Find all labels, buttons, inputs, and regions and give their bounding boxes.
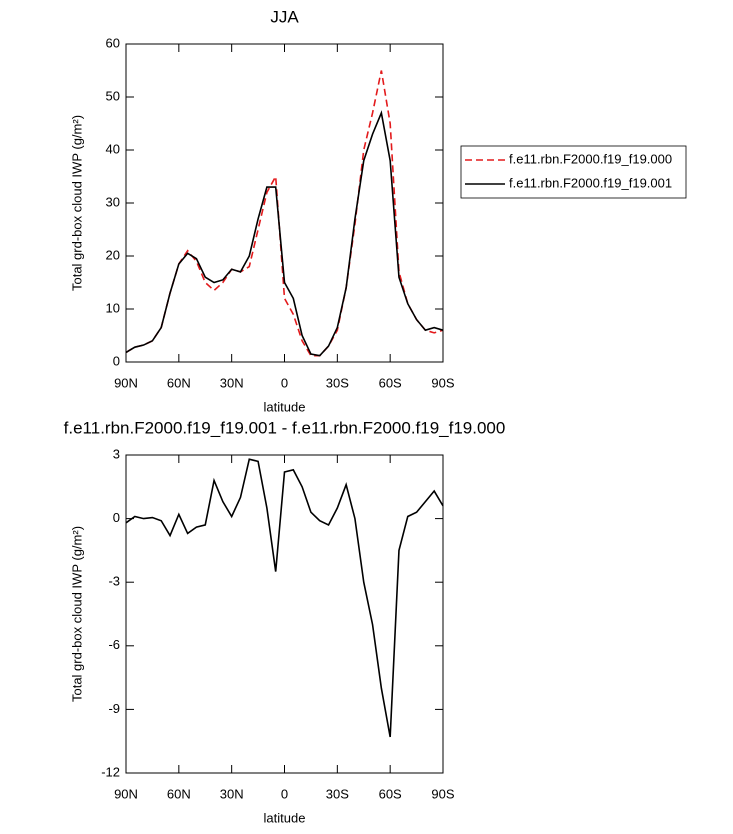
y-tick-label: -12 (101, 764, 120, 779)
x-tick-label: 60N (167, 786, 191, 801)
x-tick-label: 30N (220, 375, 244, 390)
x-tick-label: 90S (431, 375, 454, 390)
data-line (125, 70, 444, 357)
legend-box (460, 145, 687, 199)
y-tick-label: 0 (113, 510, 120, 525)
y-tick-label: 0 (113, 353, 120, 368)
x-axis-label: latitude (264, 810, 306, 825)
y-tick-label: -6 (108, 637, 120, 652)
y-tick-label: 20 (106, 247, 120, 262)
y-tick-label: 60 (106, 35, 120, 50)
y-tick-label: 10 (106, 300, 120, 315)
x-tick-label: 30S (326, 786, 349, 801)
y-tick-label: -9 (108, 701, 120, 716)
x-tick-label: 60N (167, 375, 191, 390)
data-line (125, 458, 444, 738)
plot-frame (125, 454, 444, 774)
legend-label: f.e11.rbn.F2000.f19_f19.000 (509, 151, 672, 166)
y-tick-label: 3 (113, 446, 120, 461)
y-axis-label: Total grd-box cloud IWP (g/m²) (69, 526, 84, 702)
x-axis-label: latitude (264, 399, 306, 414)
x-tick-label: 30N (220, 786, 244, 801)
x-tick-label: 90S (431, 786, 454, 801)
x-tick-label: 0 (281, 375, 288, 390)
y-tick-label: 40 (106, 141, 120, 156)
y-tick-label: -3 (108, 574, 120, 589)
plot-frame (125, 43, 444, 363)
x-tick-label: 60S (379, 375, 402, 390)
legend-label: f.e11.rbn.F2000.f19_f19.001 (509, 175, 672, 190)
data-line (125, 110, 444, 357)
chart-title: f.e11.rbn.F2000.f19_f19.001 - f.e11.rbn.… (64, 418, 506, 437)
y-tick-label: 50 (106, 88, 120, 103)
x-tick-label: 90N (114, 375, 138, 390)
chart-title: JJA (270, 7, 299, 26)
x-tick-label: 0 (281, 786, 288, 801)
y-axis-label: Total grd-box cloud IWP (g/m²) (69, 115, 84, 291)
x-tick-label: 90N (114, 786, 138, 801)
y-tick-label: 30 (106, 194, 120, 209)
x-tick-label: 60S (379, 786, 402, 801)
x-tick-label: 30S (326, 375, 349, 390)
